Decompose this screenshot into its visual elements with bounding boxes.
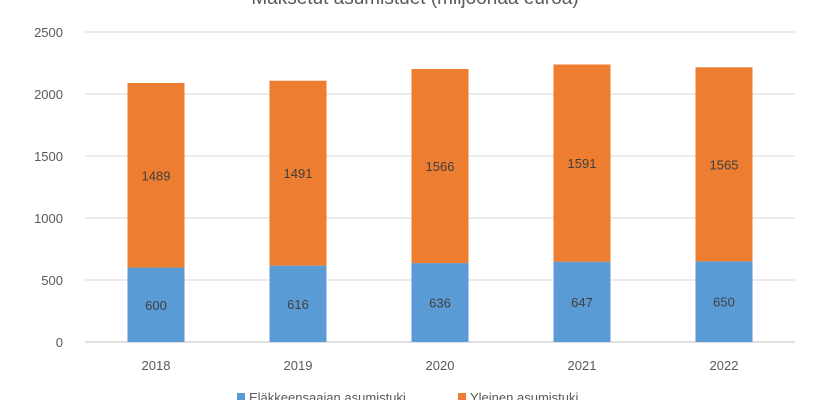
legend-swatch bbox=[237, 393, 245, 400]
x-tick-label: 2021 bbox=[568, 358, 597, 373]
x-tick-label: 2022 bbox=[710, 358, 739, 373]
y-axis-ticks: 0 500 1000 1500 2000 2500 bbox=[34, 25, 63, 350]
x-tick-label: 2020 bbox=[426, 358, 455, 373]
y-tick-label: 2000 bbox=[34, 87, 63, 102]
data-label: 1591 bbox=[568, 156, 597, 171]
data-label: 600 bbox=[145, 298, 167, 313]
y-tick-label: 500 bbox=[41, 273, 63, 288]
data-label: 1489 bbox=[142, 168, 171, 183]
data-label: 650 bbox=[713, 295, 735, 310]
bar-segment-yleinen bbox=[127, 82, 185, 268]
bars: 600 1489 616 1491 636 1566 647 1591 650 1565 bbox=[127, 64, 753, 342]
x-tick-label: 2019 bbox=[284, 358, 313, 373]
y-tick-label: 1500 bbox=[34, 149, 63, 164]
bar-segment-yleinen bbox=[269, 80, 327, 266]
chart-title: Maksetut asumistuet (miljoonaa euroa) bbox=[251, 0, 578, 9]
legend-label: Yleinen asumistuki bbox=[470, 390, 578, 400]
bar-segment-yleinen bbox=[553, 64, 611, 262]
data-label: 647 bbox=[571, 295, 593, 310]
data-label: 1491 bbox=[284, 166, 313, 181]
legend-label: Eläkkeensaajan asumistuki bbox=[249, 390, 406, 400]
data-label: 1566 bbox=[426, 159, 455, 174]
x-tick-label: 2018 bbox=[142, 358, 171, 373]
bar-segment-yleinen bbox=[411, 68, 469, 264]
y-tick-label: 1000 bbox=[34, 211, 63, 226]
y-tick-label: 2500 bbox=[34, 25, 63, 40]
data-label: 616 bbox=[287, 297, 309, 312]
data-label: 636 bbox=[429, 296, 451, 311]
x-axis-ticks: 2018 2019 2020 2021 2022 bbox=[142, 358, 739, 373]
legend-swatch bbox=[458, 393, 466, 400]
legend: Eläkkeensaajan asumistuki Yleinen asumist… bbox=[237, 390, 578, 400]
bar-segment-elakkeensaajan bbox=[553, 261, 611, 342]
data-label: 1565 bbox=[710, 157, 739, 172]
bar-segment-elakkeensaajan bbox=[127, 267, 185, 342]
bar-segment-elakkeensaajan bbox=[411, 263, 469, 342]
bar-segment-yleinen bbox=[695, 67, 753, 262]
y-tick-label: 0 bbox=[56, 335, 63, 350]
bar-segment-elakkeensaajan bbox=[695, 261, 753, 342]
bar-segment-elakkeensaajan bbox=[269, 265, 327, 342]
